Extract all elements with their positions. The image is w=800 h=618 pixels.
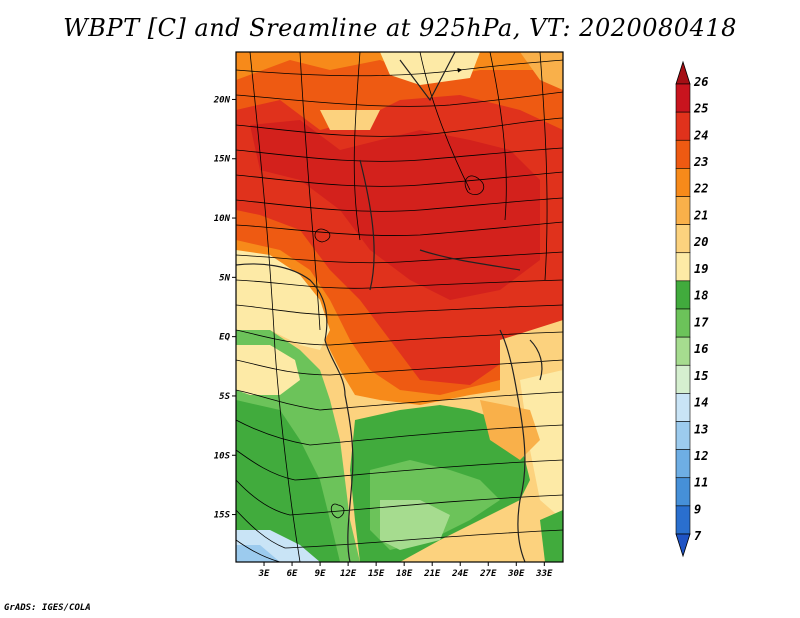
colorbar-level-label: 16 (694, 342, 708, 356)
colorbar-level-label: 11 (694, 476, 708, 490)
lon-tick-label: 30E (507, 569, 525, 579)
colorbar-swatch (675, 393, 691, 422)
colorbar-swatch (675, 336, 691, 366)
colorbar-top-arrow (675, 60, 691, 85)
map-frame (235, 51, 564, 563)
map-field (236, 52, 563, 562)
colorbar-swatch (675, 168, 691, 197)
colorbar-swatch (675, 139, 691, 169)
lat-tick-label: 10S (214, 451, 231, 461)
colorbar-level-label: 18 (694, 289, 708, 303)
colorbar-swatch (675, 280, 691, 310)
lon-tick-label: 3E (258, 569, 270, 579)
lon-tick-label: 18E (396, 569, 413, 579)
lat-tick-label: 5N (219, 273, 230, 283)
lat-tick-label: 5S (219, 392, 230, 402)
colorbar-level-label: 14 (694, 396, 708, 410)
footer-credit: GrADS: IGES/COLA (4, 603, 91, 613)
colorbar-swatch (675, 308, 691, 338)
colorbar-swatch (675, 477, 691, 507)
colorbar-level-label: 19 (694, 262, 708, 276)
colorbar-level-label: 23 (693, 155, 708, 169)
colorbar-level-label: 17 (694, 315, 709, 329)
lat-tick-label: EQ (219, 333, 230, 343)
colorbar-level-label: 7 (694, 529, 702, 543)
colorbar-level-label: 15 (694, 369, 708, 383)
colorbar-swatch (675, 196, 691, 225)
colorbar-level-label: 20 (693, 235, 708, 249)
colorbar: 26 25 24 23 22 21 20 19 18 17 16 15 14 13 12 11 9 7 (675, 60, 709, 558)
streamlines (236, 52, 563, 562)
lon-tick-label: 33E (535, 569, 553, 579)
colorbar-level-label: 12 (694, 449, 708, 463)
colorbar-swatch (675, 224, 691, 254)
lon-tick-label: 9E (315, 569, 326, 579)
longitude-ticks: 3E 6E 9E 12E 15E 18E 21E 24E 27E 30E 33E (258, 562, 553, 579)
lat-tick-label: 15N (214, 155, 231, 165)
lon-tick-label: 21E (423, 569, 441, 579)
colorbar-swatch (675, 505, 691, 535)
lon-tick-label: 15E (368, 569, 385, 579)
colorbar-swatch (675, 83, 691, 113)
colorbar-level-label: 9 (694, 502, 701, 516)
colorbar-swatch (675, 364, 691, 394)
colorbar-level-label: 13 (694, 422, 708, 436)
colorbar-swatch (675, 252, 691, 282)
lat-tick-label: 15S (214, 511, 231, 521)
colorbar-level-label: 21 (693, 208, 708, 222)
lon-tick-label: 24E (451, 569, 469, 579)
chart-title: WBPT [C] and Sreamline at 925hPa, VT: 20… (63, 14, 737, 42)
lon-tick-label: 12E (340, 569, 357, 579)
lat-tick-label: 10N (214, 214, 231, 224)
colorbar-swatch (675, 111, 691, 141)
colorbar-bottom-arrow (675, 533, 691, 558)
colorbar-level-label: 25 (693, 102, 708, 116)
colorbar-swatch (675, 421, 691, 450)
lat-tick-label: 20N (213, 95, 231, 105)
lon-tick-label: 27E (479, 569, 497, 579)
latitude-ticks: 20N 15N 10N 5N EQ 5S 10S 15S (213, 95, 236, 521)
colorbar-level-label: 22 (693, 182, 708, 196)
colorbar-swatch (675, 449, 691, 479)
colorbar-level-label: 24 (693, 128, 708, 142)
coastlines (236, 52, 543, 562)
colorbar-level-label: 26 (693, 75, 708, 89)
lon-tick-label: 6E (287, 569, 298, 579)
